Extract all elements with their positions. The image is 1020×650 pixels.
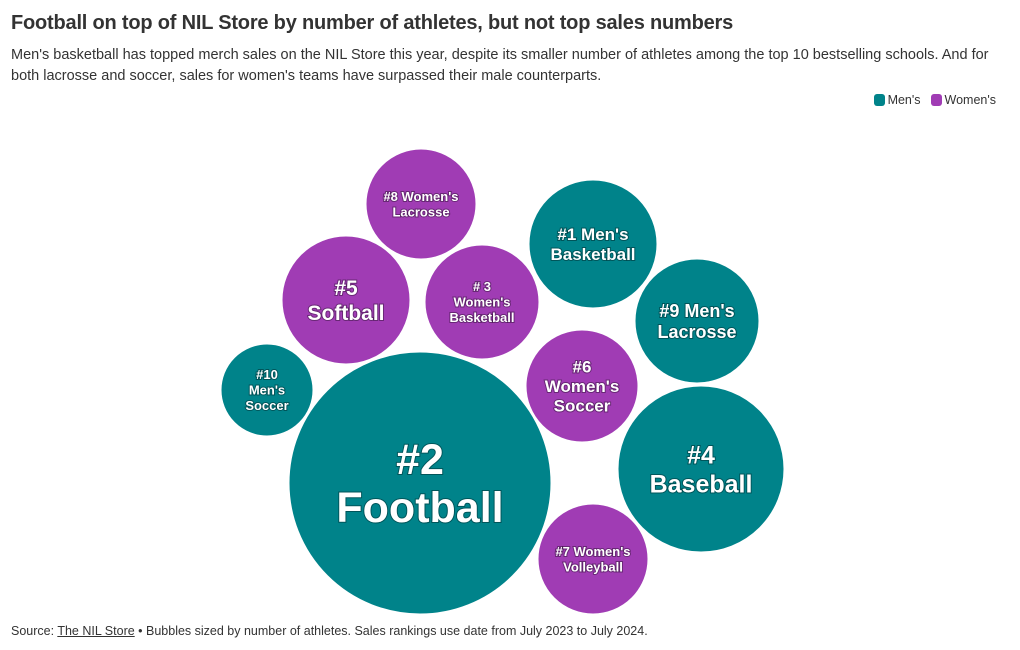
bubble-label: #5 — [334, 277, 358, 300]
legend-item-mens[interactable]: Men's — [873, 93, 921, 107]
bubble-label: # 3 — [473, 279, 491, 294]
bubble-circle — [220, 343, 314, 437]
source-note: Source: The NIL Store • Bubbles sized by… — [11, 624, 648, 638]
bubble-label: #2 — [396, 436, 444, 484]
bubble-circle — [365, 148, 477, 260]
bubble-label: Lacrosse — [392, 204, 449, 219]
bubble-circle — [525, 329, 639, 443]
legend-label-mens: Men's — [887, 93, 921, 107]
bubble-label: Soccer — [554, 396, 611, 415]
bubble-label: Softball — [308, 302, 385, 325]
bubble-label: Men's — [249, 383, 285, 398]
bubble-circle — [528, 179, 658, 309]
source-suffix: • Bubbles sized by number of athletes. S… — [134, 624, 648, 638]
chart-subtitle: Men's basketball has topped merch sales … — [11, 47, 989, 84]
bubble-circle — [634, 258, 760, 384]
bubble-circle — [537, 503, 649, 615]
bubble-label: #6 — [573, 357, 592, 376]
chart-title: Football on top of NIL Store by number o… — [11, 12, 734, 34]
bubble-label: Women's — [453, 295, 510, 310]
legend: Men's Women's — [873, 93, 996, 107]
bubble-label: #10 — [256, 367, 278, 382]
bubble-circle — [424, 244, 540, 360]
legend-label-womens: Women's — [944, 93, 996, 107]
legend-swatch-womens — [930, 94, 942, 106]
bubble-label: #7 Women's — [555, 544, 630, 559]
legend-item-womens[interactable]: Women's — [930, 93, 996, 107]
bubble-label: Volleyball — [563, 559, 623, 574]
bubble-label: #4 — [687, 441, 715, 469]
bubble-label: #1 Men's — [557, 225, 628, 244]
bubble-label: Women's — [545, 377, 620, 396]
bubble-label: Basketball — [449, 310, 514, 325]
legend-swatch-mens — [873, 94, 885, 106]
bubble-label: #8 Women's — [383, 189, 458, 204]
bubble-circle — [281, 235, 411, 365]
bubble-label: Soccer — [245, 398, 288, 413]
bubble-label: Baseball — [650, 470, 753, 498]
source-prefix: Source: — [11, 624, 58, 638]
bubble-circle — [288, 351, 552, 615]
bubble-label: Basketball — [550, 245, 635, 264]
bubble-circle — [617, 385, 785, 553]
bubble-label: Football — [336, 484, 503, 532]
bubble-label: #9 Men's — [659, 301, 734, 321]
bubble-label: Lacrosse — [657, 322, 736, 342]
source-link[interactable]: The NIL Store — [57, 624, 135, 638]
